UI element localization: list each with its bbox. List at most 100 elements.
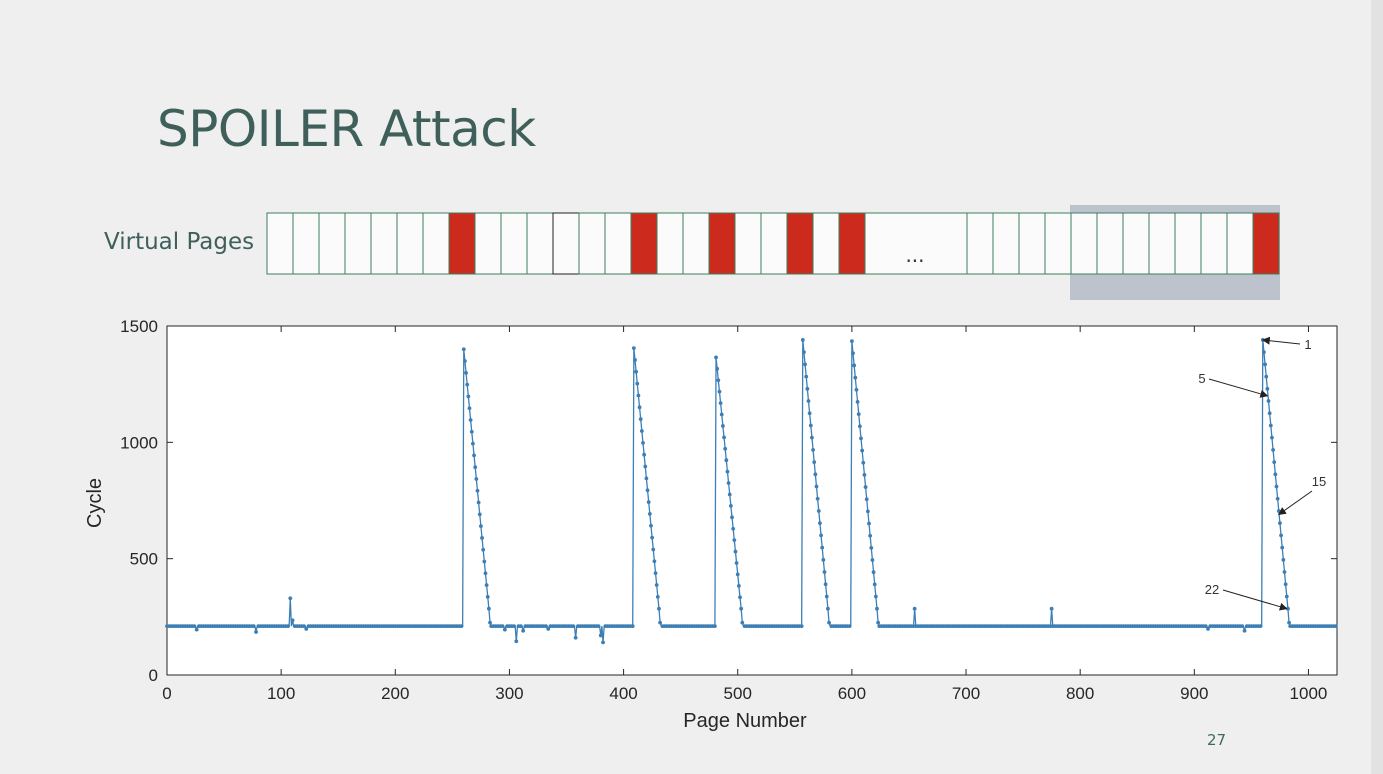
data-point bbox=[872, 582, 877, 587]
data-point bbox=[847, 624, 852, 629]
data-point bbox=[869, 545, 874, 550]
data-point bbox=[807, 411, 812, 416]
data-point bbox=[1280, 545, 1285, 550]
data-point bbox=[805, 386, 810, 391]
data-point bbox=[631, 346, 636, 350]
data-point bbox=[800, 338, 805, 342]
data-point bbox=[738, 595, 742, 600]
data-point bbox=[727, 492, 732, 497]
data-point bbox=[719, 412, 724, 417]
data-point bbox=[718, 401, 723, 405]
virtual-page-cell bbox=[318, 212, 346, 275]
data-point bbox=[732, 538, 737, 543]
data-point bbox=[485, 595, 490, 599]
data-point bbox=[810, 435, 814, 440]
data-point bbox=[725, 469, 730, 474]
data-point bbox=[720, 424, 725, 428]
data-point bbox=[1265, 386, 1270, 391]
virtual-page-gap bbox=[864, 212, 968, 275]
data-point bbox=[658, 620, 663, 625]
data-point bbox=[657, 606, 661, 611]
data-point bbox=[484, 583, 489, 588]
data-point bbox=[824, 594, 829, 599]
data-point bbox=[852, 363, 857, 368]
data-point bbox=[488, 620, 492, 625]
virtual-page-cell bbox=[526, 212, 554, 275]
data-point bbox=[251, 624, 256, 629]
data-point bbox=[715, 366, 720, 371]
annotation-label: 15 bbox=[1312, 474, 1326, 489]
virtual-page-cell bbox=[760, 212, 788, 275]
data-point bbox=[1206, 627, 1210, 631]
data-point bbox=[849, 339, 854, 344]
data-point bbox=[803, 362, 807, 367]
virtual-page-cell bbox=[474, 212, 502, 275]
data-point bbox=[290, 618, 295, 623]
data-point bbox=[1273, 472, 1278, 477]
data-point bbox=[646, 500, 651, 504]
virtual-page-cell-conflict bbox=[786, 212, 814, 275]
data-point bbox=[479, 524, 483, 529]
data-point bbox=[875, 606, 879, 611]
y-tick-label: 1500 bbox=[120, 317, 158, 336]
y-tick-label: 0 bbox=[149, 666, 158, 685]
data-point bbox=[638, 417, 643, 422]
x-tick-label: 200 bbox=[381, 684, 409, 703]
data-point bbox=[514, 639, 519, 644]
x-tick-label: 800 bbox=[1066, 684, 1094, 703]
data-point bbox=[635, 381, 640, 386]
data-point bbox=[873, 594, 878, 599]
data-point bbox=[601, 640, 605, 645]
data-point bbox=[645, 488, 650, 493]
data-point bbox=[475, 488, 480, 493]
data-point bbox=[818, 521, 822, 526]
virtual-page-cell bbox=[966, 212, 994, 275]
virtual-page-cell-conflict bbox=[708, 212, 736, 275]
data-point bbox=[1262, 350, 1266, 355]
virtual-pages-label: Virtual Pages bbox=[104, 229, 255, 255]
data-point bbox=[730, 515, 734, 520]
cycle-series bbox=[165, 338, 1338, 645]
x-tick-label: 700 bbox=[952, 684, 980, 703]
data-point bbox=[286, 624, 290, 629]
data-point bbox=[1287, 620, 1291, 625]
data-point bbox=[1270, 435, 1274, 440]
data-point bbox=[471, 441, 475, 446]
data-point bbox=[1271, 447, 1275, 452]
data-point bbox=[1284, 594, 1289, 599]
data-point bbox=[826, 606, 830, 611]
data-point bbox=[1267, 411, 1272, 416]
virtual-page-cell-conflict bbox=[1252, 212, 1280, 275]
virtual-page-cell bbox=[1226, 212, 1254, 275]
data-point bbox=[1278, 521, 1282, 526]
data-point bbox=[867, 521, 871, 526]
data-point bbox=[254, 630, 258, 634]
data-point bbox=[637, 405, 642, 410]
annotation-arrow bbox=[1261, 336, 1301, 345]
virtual-page-cell bbox=[1070, 212, 1098, 275]
data-point bbox=[466, 394, 471, 399]
data-point bbox=[463, 359, 467, 363]
data-point bbox=[814, 484, 819, 489]
data-point bbox=[853, 375, 858, 380]
data-point bbox=[636, 393, 641, 398]
data-point bbox=[735, 572, 740, 577]
data-point bbox=[811, 447, 815, 452]
data-point bbox=[304, 627, 309, 631]
data-point bbox=[819, 533, 823, 538]
virtual-page-cell bbox=[604, 212, 632, 275]
virtual-page-cell bbox=[1200, 212, 1228, 275]
data-point bbox=[868, 533, 873, 538]
data-point bbox=[546, 627, 551, 631]
data-point bbox=[1268, 423, 1273, 428]
data-point bbox=[468, 418, 473, 422]
data-point bbox=[851, 351, 855, 356]
data-point bbox=[654, 583, 659, 587]
data-point bbox=[474, 477, 479, 481]
data-point bbox=[502, 627, 507, 632]
data-point bbox=[862, 473, 867, 477]
data-point bbox=[1203, 624, 1208, 629]
